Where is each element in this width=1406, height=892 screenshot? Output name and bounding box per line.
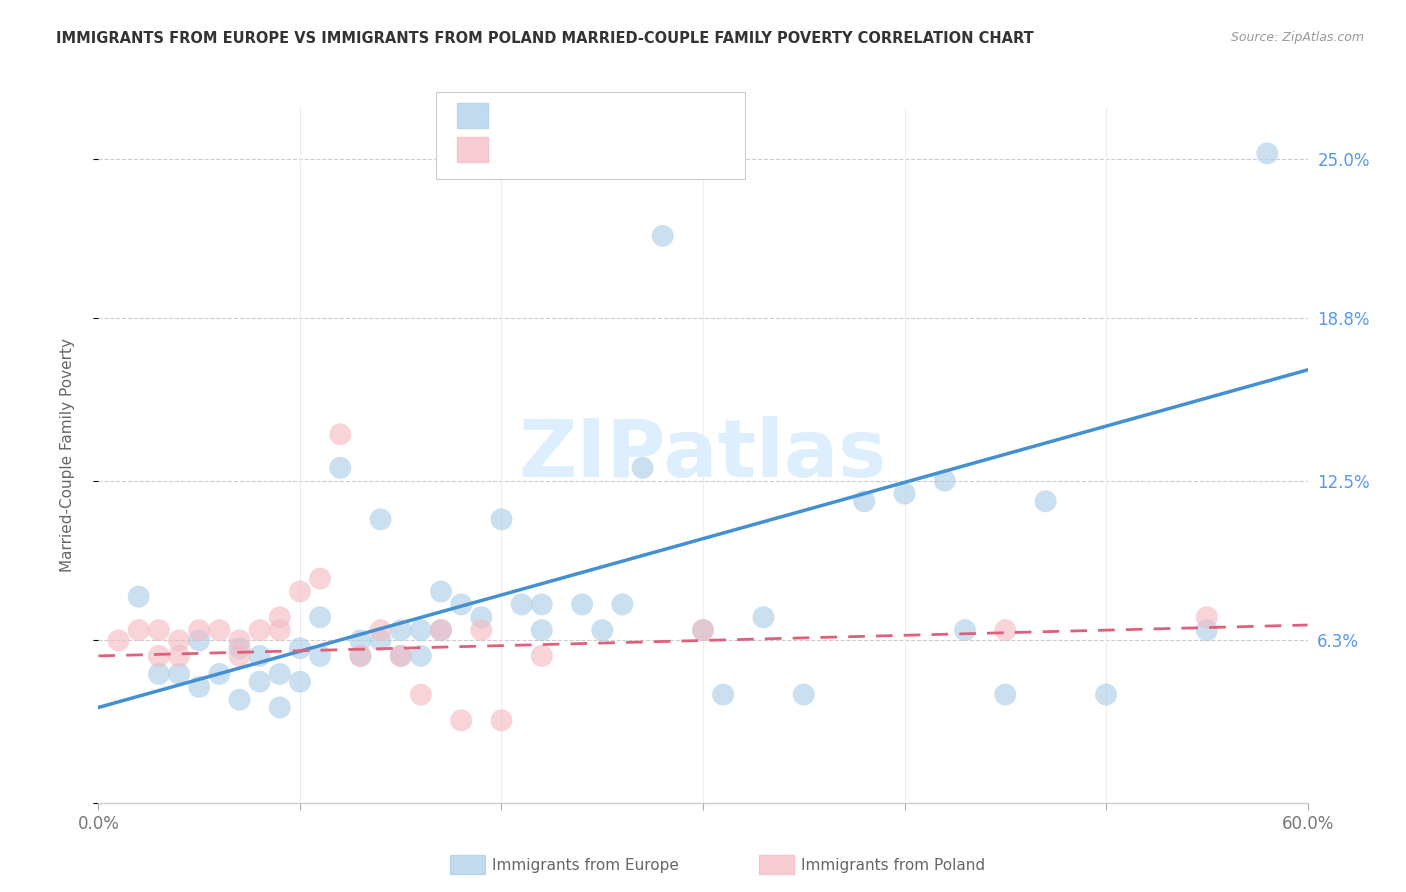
Point (188, 623, 211, 637)
Point (309, 572, 332, 586)
Point (249, 648, 271, 663)
Text: R =: R = (496, 107, 533, 125)
Point (370, 633, 392, 648)
Point (793, 688, 815, 702)
Point (409, 688, 432, 702)
Point (288, 674, 311, 689)
Point (269, 700, 291, 714)
Point (309, 648, 332, 663)
Point (1256, 146, 1278, 161)
Point (370, 623, 392, 637)
Point (167, 667, 190, 681)
Point (470, 623, 492, 637)
Point (107, 633, 129, 648)
Point (389, 623, 412, 637)
Point (370, 512, 392, 526)
Point (208, 623, 231, 637)
Point (491, 512, 513, 526)
Point (148, 648, 170, 663)
Y-axis label: Married-Couple Family Poverty: Married-Couple Family Poverty (60, 338, 75, 572)
Point (591, 623, 613, 637)
Point (430, 623, 453, 637)
Point (288, 584, 311, 599)
Text: N =: N = (583, 141, 631, 159)
Point (893, 486, 915, 500)
Point (571, 598, 593, 612)
Point (711, 688, 734, 702)
Point (994, 688, 1017, 702)
Point (1195, 623, 1218, 637)
Point (530, 598, 553, 612)
Point (692, 623, 714, 637)
Text: R =: R = (496, 141, 533, 159)
Point (228, 648, 250, 663)
Text: ZIPatlas: ZIPatlas (519, 416, 887, 494)
Text: Source: ZipAtlas.com: Source: ZipAtlas.com (1230, 31, 1364, 45)
Point (510, 598, 533, 612)
Point (934, 474, 956, 488)
Text: N =: N = (583, 107, 631, 125)
Point (228, 692, 250, 706)
Point (409, 623, 432, 637)
Text: 0.546: 0.546 (530, 107, 582, 125)
Point (148, 667, 170, 681)
Point (309, 610, 332, 624)
Text: 51: 51 (630, 107, 652, 125)
Text: IMMIGRANTS FROM EUROPE VS IMMIGRANTS FROM POLAND MARRIED-COUPLE FAMILY POVERTY C: IMMIGRANTS FROM EUROPE VS IMMIGRANTS FRO… (56, 31, 1033, 46)
Text: 0.038: 0.038 (530, 141, 582, 159)
Point (167, 648, 190, 663)
Point (208, 667, 231, 681)
Point (269, 623, 291, 637)
Point (249, 674, 271, 689)
Point (1195, 610, 1218, 624)
Point (651, 228, 673, 243)
Point (450, 714, 472, 728)
Point (530, 648, 553, 663)
Point (128, 623, 150, 637)
Point (349, 648, 371, 663)
Point (450, 598, 472, 612)
Point (409, 648, 432, 663)
Point (349, 633, 371, 648)
Point (329, 460, 352, 475)
Point (1035, 494, 1057, 508)
Point (612, 598, 634, 612)
Point (389, 648, 412, 663)
Point (994, 623, 1017, 637)
Point (953, 623, 976, 637)
Point (430, 584, 453, 599)
Text: Immigrants from Europe: Immigrants from Europe (492, 858, 679, 872)
Point (631, 460, 654, 475)
Point (349, 648, 371, 663)
Point (128, 590, 150, 604)
Point (1095, 688, 1118, 702)
Point (752, 610, 775, 624)
Point (430, 623, 453, 637)
Point (228, 641, 250, 656)
Point (530, 623, 553, 637)
Text: Immigrants from Poland: Immigrants from Poland (801, 858, 986, 872)
Point (288, 641, 311, 656)
Point (692, 623, 714, 637)
Point (228, 633, 250, 648)
Point (491, 714, 513, 728)
Point (167, 633, 190, 648)
Point (188, 633, 211, 648)
Point (249, 623, 271, 637)
Point (148, 623, 170, 637)
Point (389, 648, 412, 663)
Text: 28: 28 (630, 141, 652, 159)
Point (329, 427, 352, 442)
Point (188, 680, 211, 694)
Point (853, 494, 876, 508)
Point (269, 667, 291, 681)
Point (269, 610, 291, 624)
Point (470, 610, 492, 624)
